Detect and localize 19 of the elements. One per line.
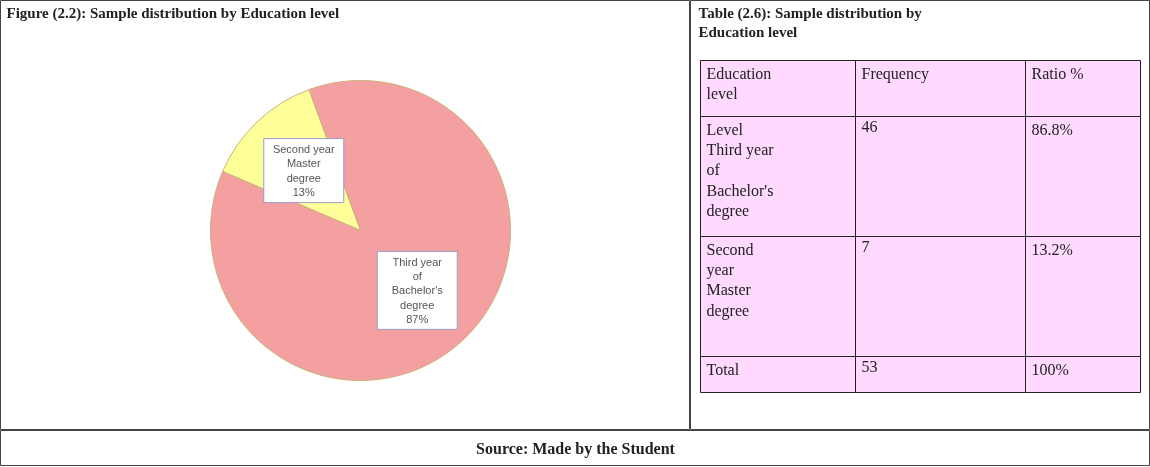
data-label: 13%: [292, 186, 315, 199]
text: Frequency: [861, 64, 930, 83]
text: 86.8%: [1031, 120, 1073, 138]
text: 46: [861, 117, 878, 135]
slice-label: Third year of Bachelor's degree: [391, 255, 444, 311]
text: Table (2.6): Sample distribution by Education level: [698, 4, 923, 40]
chart-title: Figure (2.2): Sample distribution by Education level: [6, 4, 340, 22]
text: Level Third year of Bachelor's degree: [706, 120, 775, 221]
source-note: Source: Made by the Student: [476, 440, 676, 458]
text: Education level: [706, 64, 772, 102]
text: Second year Master degree: [706, 240, 754, 320]
data-label: 87%: [406, 313, 429, 326]
text: 53: [861, 357, 878, 375]
text: 100%: [1031, 360, 1069, 378]
text: 13.2%: [1031, 240, 1073, 258]
text: 7: [861, 237, 870, 255]
text: Total: [706, 360, 740, 378]
slice-label: Second year Master degree: [272, 143, 335, 184]
text: Ratio %: [1031, 64, 1084, 82]
